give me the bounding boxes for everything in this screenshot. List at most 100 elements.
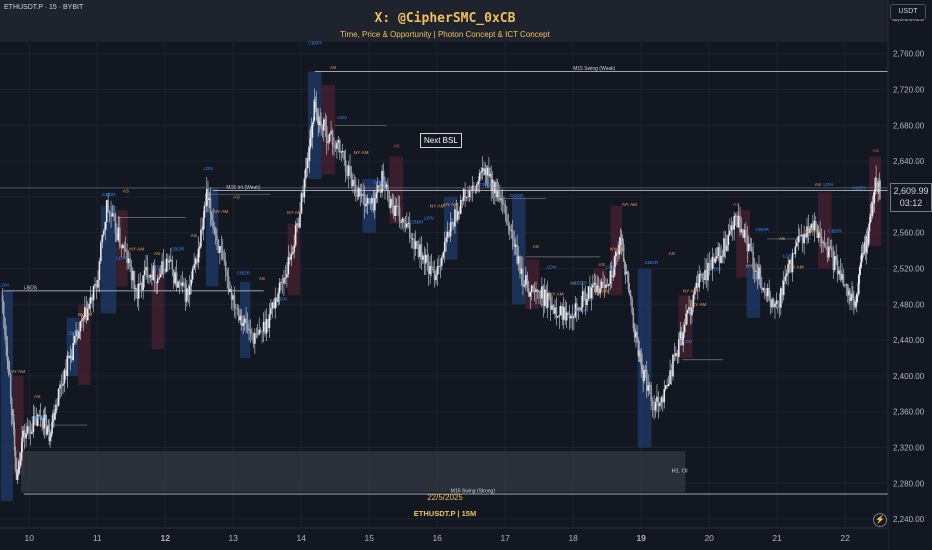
- candle-body: [864, 241, 867, 253]
- candle-body: [95, 284, 98, 288]
- candle-body: [155, 282, 158, 284]
- candle-body: [102, 230, 105, 235]
- zone-label: H1. OI: [672, 469, 688, 475]
- session-label: LDN: [0, 282, 9, 288]
- candle-body: [291, 252, 294, 255]
- candle-body: [207, 189, 209, 201]
- candle-body: [717, 247, 719, 257]
- candle-body: [43, 416, 46, 429]
- candle-body: [608, 283, 610, 286]
- candle-body: [349, 165, 351, 172]
- candle-body: [221, 250, 224, 259]
- candle-body: [863, 241, 866, 253]
- structure-level-label: M15 Swing (Weak): [573, 66, 615, 72]
- candle-body: [494, 182, 496, 194]
- candle-body: [653, 405, 655, 411]
- candle-body: [81, 319, 83, 322]
- candle-body: [45, 414, 48, 435]
- candle-body: [174, 272, 176, 284]
- lightning-icon[interactable]: ⚡: [873, 513, 887, 527]
- candle-body: [340, 151, 343, 153]
- candle-body: [483, 168, 485, 175]
- candle-body: [31, 432, 33, 435]
- y-tick-label: 2,640.00: [893, 157, 925, 166]
- candle-body: [305, 168, 307, 179]
- candle-body: [82, 317, 85, 320]
- candle-body: [73, 336, 76, 344]
- candle-body: [806, 226, 808, 238]
- candle-body: [623, 261, 626, 268]
- candle-body: [373, 198, 376, 211]
- candle-body: [641, 365, 643, 371]
- x-tick-label: 10: [25, 533, 35, 543]
- candle-body: [382, 170, 385, 182]
- candle-body: [620, 237, 623, 244]
- candle-body: [376, 185, 379, 193]
- candle-body: [357, 187, 360, 197]
- candle-body: [500, 199, 502, 201]
- candle-body: [233, 295, 236, 308]
- candle-body: [750, 246, 753, 252]
- candle-body: [162, 261, 165, 270]
- candle-body: [724, 238, 727, 251]
- candle-body: [410, 237, 413, 239]
- candle-body: [676, 353, 679, 357]
- candle-body: [6, 345, 9, 361]
- symbol-info[interactable]: ETHUSDT.P · 15 · BYBIT: [4, 4, 84, 11]
- candle-body: [490, 173, 493, 191]
- candle-body: [422, 255, 424, 260]
- session-label: NY AM: [805, 229, 820, 235]
- candle-body: [50, 433, 52, 438]
- candle-body: [879, 180, 881, 190]
- candle-body: [306, 157, 309, 169]
- candle-body: [310, 129, 313, 138]
- candle-body: [296, 223, 298, 226]
- candle-body: [747, 243, 750, 251]
- candle-body: [861, 253, 864, 255]
- candle-body: [587, 286, 590, 299]
- candle-body: [208, 197, 211, 201]
- candle-body: [251, 333, 253, 335]
- candle-body: [196, 258, 198, 263]
- candle-body: [603, 284, 606, 288]
- candle-body: [286, 273, 288, 278]
- candle-body: [167, 258, 169, 263]
- candle-body: [227, 276, 230, 292]
- session-label: AS: [34, 394, 40, 400]
- candle-body: [429, 265, 431, 275]
- candle-body: [35, 416, 38, 426]
- candle-body: [533, 287, 536, 292]
- candle-body: [104, 222, 107, 231]
- candle-body: [852, 293, 854, 299]
- candle-body: [768, 287, 770, 301]
- candle-body: [333, 144, 335, 147]
- candle-body: [213, 228, 216, 230]
- x-tick-label: 20: [704, 533, 714, 543]
- candle-body: [513, 239, 515, 247]
- candle-body: [800, 234, 803, 237]
- candle-body: [139, 283, 142, 285]
- candle-body: [522, 268, 524, 287]
- candle-body: [807, 226, 810, 234]
- candle-body: [557, 316, 559, 318]
- candle-body: [468, 191, 471, 198]
- candle-body: [869, 213, 872, 223]
- candle-body: [610, 270, 613, 278]
- candle-body: [392, 204, 395, 216]
- candle-body: [856, 294, 858, 302]
- candle-body: [685, 313, 687, 325]
- session-label: LDN: [547, 264, 557, 270]
- candle-body: [390, 198, 392, 208]
- brand-handle: X: @CipherSMC_0xCB: [374, 11, 516, 26]
- candle-body: [199, 246, 201, 249]
- session-label: LDN: [277, 297, 287, 303]
- candle-body: [91, 297, 93, 301]
- candle-body: [105, 200, 108, 223]
- candle-body: [152, 265, 155, 280]
- price-axis-panel: [888, 0, 932, 550]
- candle-body: [785, 273, 788, 277]
- currency-button[interactable]: USDT: [890, 4, 926, 20]
- candle-body: [871, 202, 874, 217]
